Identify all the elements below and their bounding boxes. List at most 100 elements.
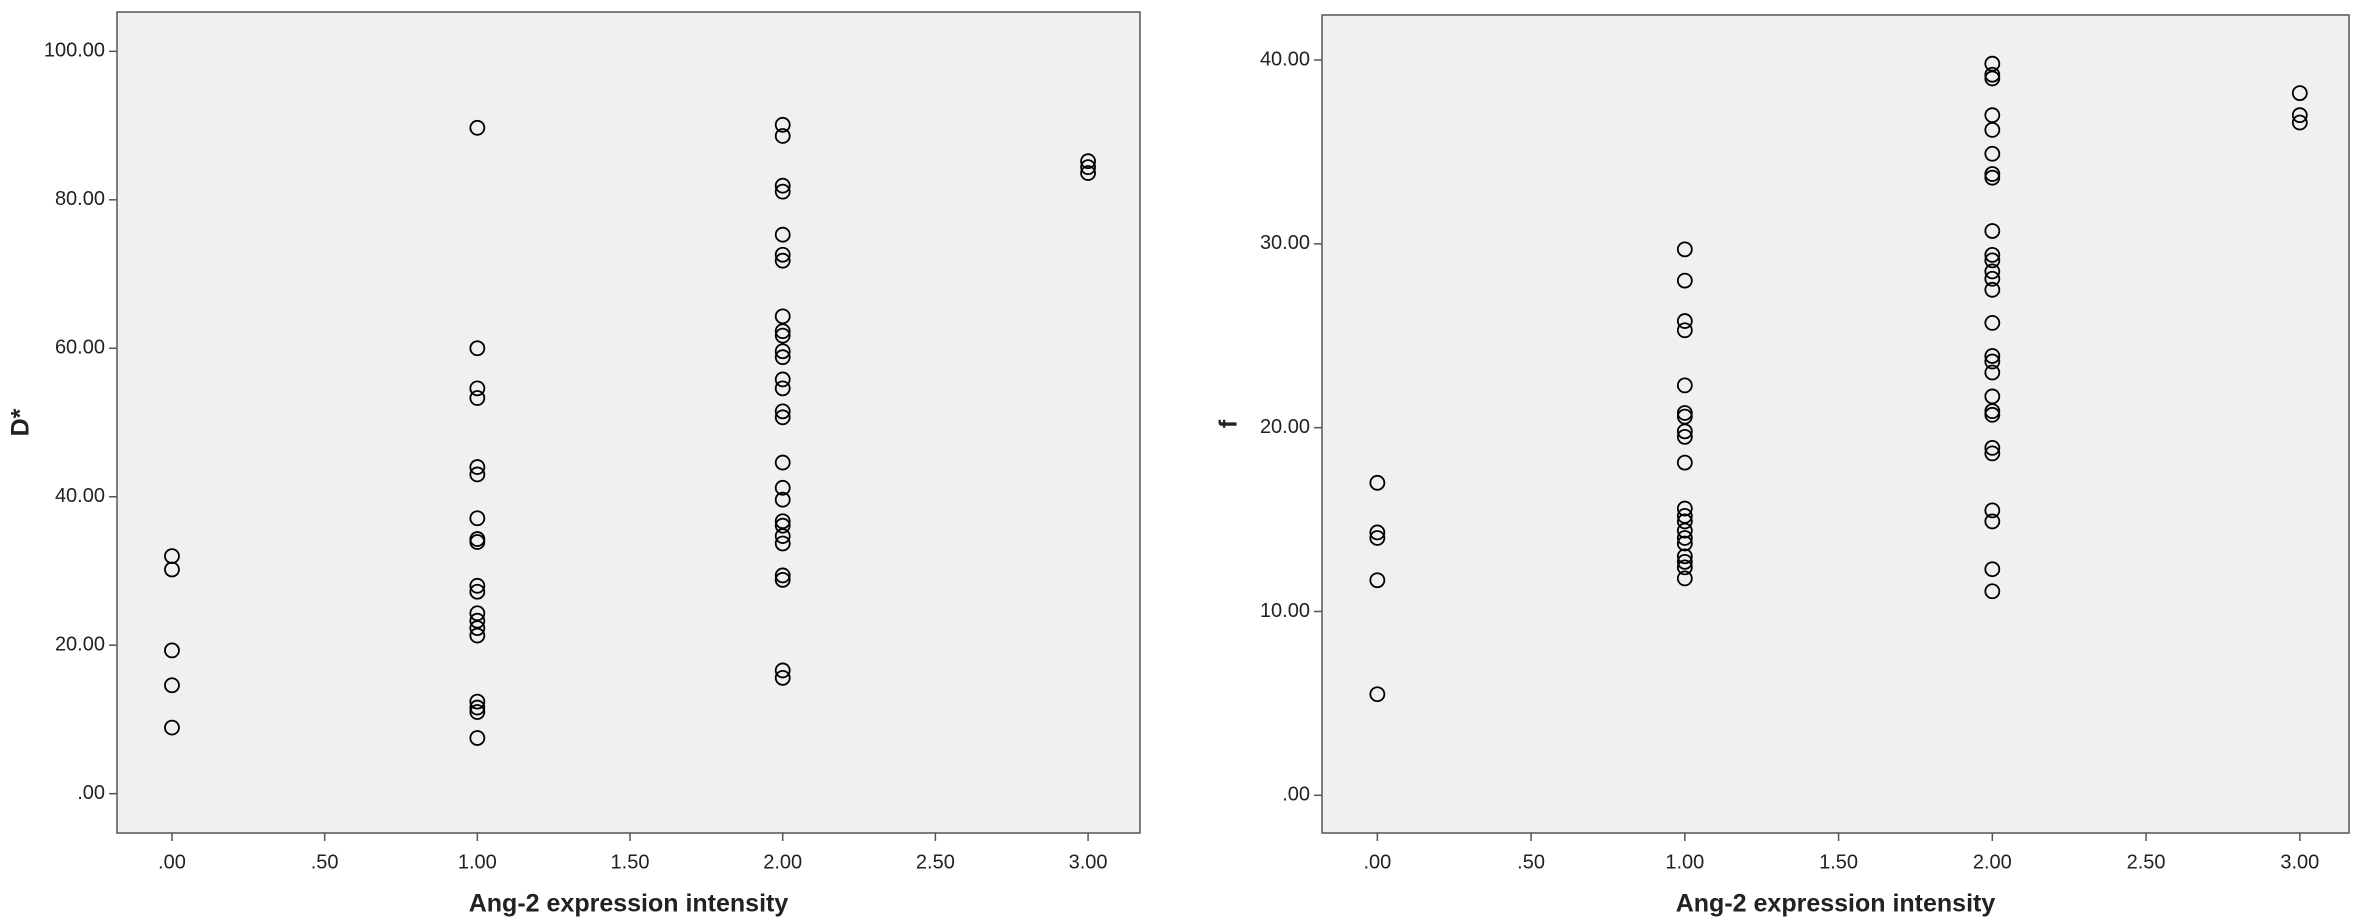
- point: [1676, 548, 1693, 565]
- point: [1984, 561, 2001, 578]
- point: [2291, 85, 2308, 102]
- point: [1676, 553, 1693, 570]
- point: [1369, 572, 1386, 589]
- point: [1984, 145, 2001, 162]
- point: [1984, 513, 2001, 530]
- y-tick-label: 80.00: [55, 188, 105, 210]
- y-tick-label: 10.00: [1260, 600, 1310, 622]
- point: [1984, 502, 2001, 519]
- point: [1676, 272, 1693, 289]
- point: [469, 730, 486, 746]
- point: [469, 340, 486, 357]
- y-tick-label: 40.00: [1260, 48, 1310, 70]
- point: [1984, 403, 2001, 420]
- x-axis-title: Ang-2 expression intensity: [469, 890, 789, 918]
- point: [469, 627, 486, 644]
- x-tick-label: 1.00: [458, 851, 497, 873]
- point: [1369, 530, 1386, 546]
- x-tick-label: .50: [1517, 851, 1545, 873]
- y-tick-label: 20.00: [55, 633, 105, 655]
- point: [164, 719, 180, 736]
- x-tick-label: 1.00: [1665, 851, 1704, 873]
- point: [1984, 348, 2001, 364]
- point: [1676, 241, 1693, 258]
- point: [469, 390, 486, 406]
- point: [774, 662, 791, 679]
- point: [1984, 314, 2001, 331]
- point: [1984, 166, 2001, 182]
- point: [1984, 270, 2001, 287]
- point: [2291, 107, 2308, 124]
- point: [1984, 445, 2001, 462]
- point: [774, 491, 791, 508]
- point: [1369, 474, 1386, 491]
- x-tick-label: .00: [1363, 851, 1391, 873]
- x-tick-label: 2.00: [1973, 851, 2012, 873]
- point: [1984, 583, 2001, 600]
- point: [1676, 377, 1693, 394]
- point: [774, 323, 791, 340]
- x-tick-label: 2.00: [763, 851, 802, 873]
- point: [774, 371, 791, 388]
- y-axis-title: f: [1215, 419, 1243, 428]
- point: [774, 409, 791, 426]
- point: [1369, 686, 1386, 703]
- point: [1984, 406, 2001, 423]
- point: [1676, 500, 1693, 517]
- point: [1984, 439, 2001, 456]
- point: [469, 534, 486, 550]
- x-tick-label: 2.50: [2127, 851, 2166, 873]
- y-tick-label: .00: [77, 782, 105, 804]
- point: [1984, 223, 2001, 239]
- point: [774, 177, 791, 194]
- point: [774, 349, 791, 366]
- point: [774, 567, 791, 584]
- y-tick-label: 40.00: [55, 485, 105, 507]
- point: [1676, 322, 1693, 339]
- point: [1984, 364, 2001, 381]
- y-tick-label: 20.00: [1260, 416, 1310, 438]
- point: [774, 246, 791, 263]
- point: [774, 252, 791, 269]
- point: [774, 454, 791, 471]
- point: [774, 327, 791, 344]
- point: [1080, 165, 1096, 181]
- point: [1984, 263, 2001, 280]
- point: [1676, 423, 1693, 440]
- point: [774, 517, 791, 534]
- point: [164, 561, 180, 578]
- point: [1676, 405, 1693, 421]
- x-tick-label: .00: [158, 851, 186, 873]
- point: [469, 693, 486, 710]
- point: [1369, 524, 1386, 541]
- x-tick-label: .50: [311, 851, 339, 873]
- point: [774, 669, 791, 686]
- point: [1676, 559, 1693, 576]
- y-tick-label: 60.00: [55, 337, 105, 359]
- y-tick-label: .00: [1282, 784, 1310, 806]
- point: [469, 583, 486, 600]
- point: [469, 380, 486, 397]
- point: [1984, 121, 2001, 138]
- point: [1984, 70, 2001, 87]
- point: [1676, 535, 1693, 552]
- point: [1676, 313, 1693, 329]
- point: [774, 403, 791, 420]
- x-tick-label: 2.50: [916, 851, 955, 873]
- point: [2291, 114, 2308, 131]
- plot-area: [1321, 14, 2350, 834]
- point: [1676, 513, 1693, 530]
- point: [774, 535, 791, 552]
- point: [164, 642, 180, 659]
- point: [1676, 428, 1693, 445]
- point: [1080, 159, 1096, 176]
- point: [774, 528, 791, 544]
- point: [469, 119, 486, 136]
- point: [1984, 353, 2001, 370]
- point: [469, 577, 486, 594]
- x-tick-label: 1.50: [1819, 851, 1858, 873]
- point: [774, 226, 791, 243]
- point: [469, 699, 486, 716]
- point: [774, 571, 791, 588]
